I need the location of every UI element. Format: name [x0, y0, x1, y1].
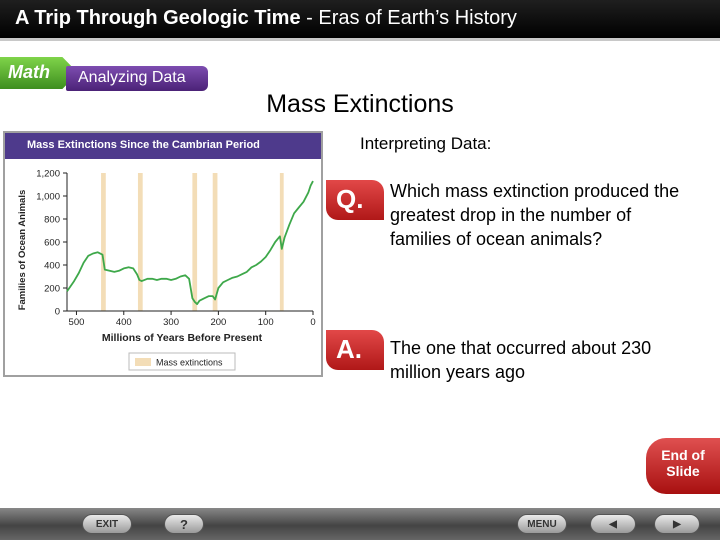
end-of-slide-badge: End of Slide [646, 438, 720, 494]
math-tag: Math [0, 57, 78, 89]
menu-button[interactable]: MENU [517, 514, 567, 534]
y-tick-label: 600 [44, 238, 60, 249]
y-tick-label: 1,000 [36, 192, 60, 203]
y-tick-label: 0 [55, 307, 60, 318]
next-arrow-icon[interactable]: ▶ [654, 514, 700, 534]
extinction-band [192, 173, 198, 311]
title-divider [0, 38, 720, 41]
title-bar: A Trip Through Geologic Time - Eras of E… [0, 0, 720, 38]
title-bold: A Trip Through Geologic Time [15, 7, 301, 29]
extinction-chart: 0 200 400 600 800 1,000 1,200 500 400 300 200 100 0 M… [17, 169, 316, 371]
extinction-band [212, 173, 218, 311]
x-tick-label: 100 [258, 317, 274, 328]
chart-title: Mass Extinctions Since the Cambrian Peri… [5, 133, 321, 159]
exit-button[interactable]: EXIT [82, 514, 132, 534]
chart-panel: Mass Extinctions Since the Cambrian Peri… [3, 131, 323, 377]
end-of-slide-line1: End of [661, 447, 705, 463]
x-axis-label: Millions of Years Before Present [102, 332, 263, 344]
legend-box [128, 352, 236, 371]
x-tick-label: 400 [116, 317, 132, 328]
y-axis-label: Families of Ocean Animals [17, 190, 28, 311]
ocean-families-line [66, 180, 314, 306]
question-text: Which mass extinction produced the great… [390, 181, 680, 249]
extinction-band [101, 173, 106, 311]
y-tick-label: 1,200 [36, 169, 60, 180]
presentation-title: A Trip Through Geologic Time - Eras of E… [15, 7, 517, 30]
answer-text: The one that occurred about 230 million … [390, 338, 652, 382]
extinction-band [137, 173, 143, 311]
help-button[interactable]: ? [164, 514, 204, 534]
analyzing-data-tag: Analyzing Data [66, 66, 208, 91]
bottom-nav-bar: EXIT ? MENU ◀ ▶ [0, 508, 720, 540]
x-tick-label: 0 [310, 317, 315, 328]
x-tick-label: 300 [163, 317, 179, 328]
interpreting-data-label: Interpreting Data: [360, 134, 492, 153]
answer-badge[interactable]: A. [326, 330, 384, 370]
previous-arrow-icon[interactable]: ◀ [590, 514, 636, 534]
title-rest: - Eras of Earth’s History [300, 7, 517, 29]
y-tick-label: 200 [44, 284, 60, 295]
x-tick-label: 500 [69, 317, 85, 328]
slide-title: Mass Extinctions [266, 90, 454, 118]
extinction-band [279, 173, 284, 311]
y-tick-label: 800 [44, 215, 60, 226]
question-badge: Q. [326, 180, 384, 220]
y-tick-label: 400 [44, 261, 60, 272]
legend-label: Mass extinctions [156, 358, 223, 368]
end-of-slide-line2: Slide [666, 463, 700, 479]
legend-swatch [135, 358, 151, 366]
x-tick-label: 200 [210, 317, 226, 328]
